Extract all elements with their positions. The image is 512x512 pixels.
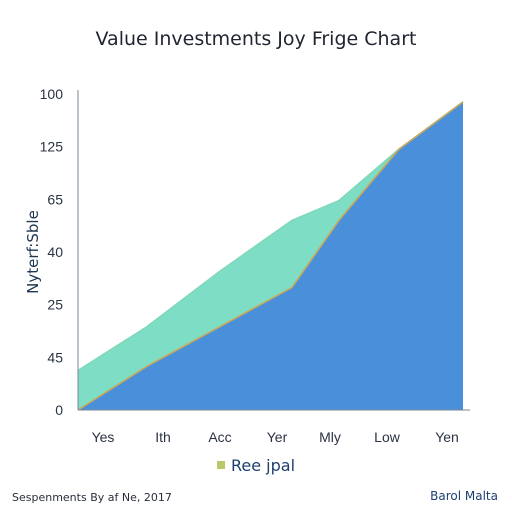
y-tick-label: 0 — [55, 402, 63, 418]
y-tick-label: 25 — [47, 297, 63, 313]
tick-labels: 0 45 25 40 65 125 100 Yes Ith Acc Yer Mly Low Yen — [40, 86, 459, 445]
y-tick-label: 40 — [47, 244, 63, 260]
x-tick-label: Acc — [208, 429, 231, 445]
series-line-1 — [77, 101, 464, 411]
footer-credit: Barol Malta — [430, 489, 498, 503]
y-tick-label: 100 — [40, 86, 64, 102]
area-layer — [77, 101, 464, 411]
area-series-1 — [78, 101, 463, 411]
legend-label: Ree jpal — [230, 456, 296, 475]
footer-source: Sespenments By af Ne, 2017 — [12, 491, 172, 504]
x-tick-label: Yer — [267, 429, 288, 445]
x-tick-label: Yen — [435, 429, 459, 445]
x-tick-label: Mly — [319, 429, 341, 445]
axes — [77, 90, 470, 411]
x-tick-label: Ith — [155, 429, 171, 445]
y-tick-label: 65 — [47, 191, 63, 207]
y-tick-label: 125 — [40, 139, 64, 155]
legend: Ree jpal — [0, 456, 512, 475]
x-tick-label: Yes — [92, 429, 115, 445]
x-tick-label: Low — [374, 429, 401, 445]
y-axis-label: Nyterf:Sble — [24, 210, 42, 294]
legend-swatch — [216, 461, 225, 469]
chart-title: Value Investments Joy Frige Chart — [95, 28, 417, 50]
y-tick-label: 45 — [47, 349, 63, 365]
